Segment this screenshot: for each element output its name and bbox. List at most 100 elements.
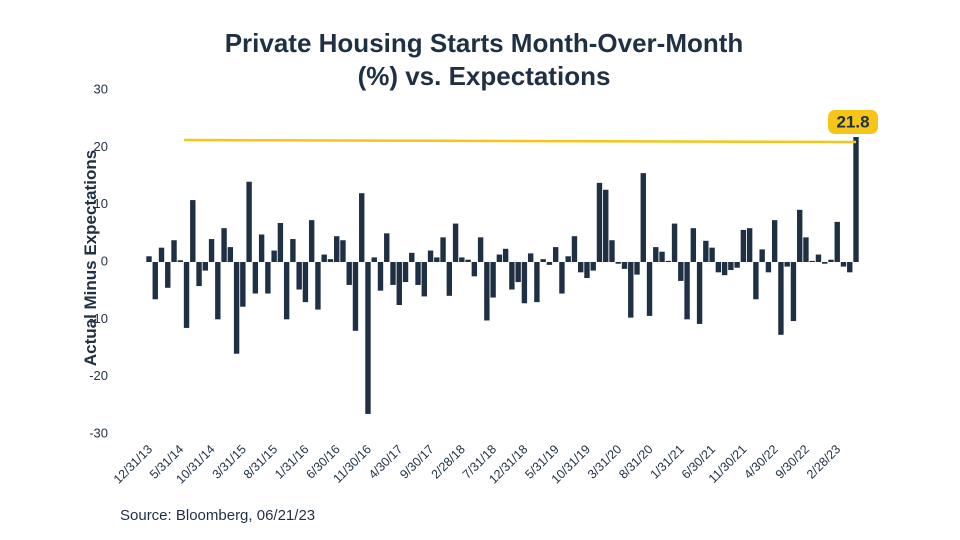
bar <box>653 247 659 262</box>
x-tick-label: 9/30/22 <box>773 442 812 481</box>
bar <box>196 262 202 287</box>
y-tick-label: 0 <box>101 253 108 268</box>
bar <box>484 262 490 321</box>
bar <box>177 260 183 262</box>
bar <box>690 228 697 262</box>
bar <box>771 220 778 262</box>
bar <box>158 247 165 262</box>
bar <box>853 137 859 262</box>
bar <box>215 262 221 320</box>
bar <box>609 240 615 262</box>
bar <box>265 262 271 294</box>
y-tick-label: -10 <box>89 311 108 326</box>
bar <box>834 221 840 262</box>
annotation-badge <box>828 110 878 134</box>
x-tick-label: 4/30/22 <box>741 442 780 481</box>
y-axis-label: Actual Minus Expectations <box>81 150 100 366</box>
bar <box>202 262 209 271</box>
bar <box>434 257 440 262</box>
bar <box>190 200 196 262</box>
bar <box>684 262 690 320</box>
bar <box>371 257 377 262</box>
source: Source: Bloomberg, 06/21/23 <box>120 507 315 524</box>
bar <box>559 262 565 294</box>
bar <box>640 173 646 262</box>
bar <box>246 181 252 262</box>
bar <box>327 259 334 262</box>
bar <box>659 251 665 262</box>
annotation-label: 21.8 <box>836 112 869 131</box>
bar <box>728 262 734 271</box>
bar <box>634 262 640 275</box>
bar <box>346 262 352 285</box>
bar <box>509 262 515 290</box>
bar <box>565 256 571 262</box>
bar <box>415 262 421 285</box>
bar <box>515 262 521 283</box>
bar <box>778 262 784 335</box>
bar <box>540 259 546 262</box>
x-tick-label: 3/31/20 <box>585 442 624 481</box>
bar <box>233 262 240 354</box>
bar <box>709 247 715 262</box>
x-tick-label: 8/31/20 <box>616 442 655 481</box>
x-tick-label: 12/31/13 <box>111 442 155 486</box>
bar <box>496 254 503 262</box>
bar <box>815 254 822 262</box>
x-tick-label: 4/30/17 <box>366 442 405 481</box>
bar <box>290 239 296 262</box>
y-tick-label: -30 <box>89 425 108 440</box>
bar <box>352 262 359 331</box>
y-tick-label: -20 <box>89 368 108 383</box>
bar <box>171 240 177 262</box>
bar <box>258 234 265 262</box>
bar <box>240 262 246 307</box>
bar <box>252 262 259 294</box>
reference-line <box>183 138 857 144</box>
bar <box>584 262 590 279</box>
bar <box>490 262 496 298</box>
bar <box>678 262 684 281</box>
y-tick-label: 30 <box>94 81 108 96</box>
bar <box>283 262 290 320</box>
chart-title: Private Housing Starts Month-Over-Month <box>225 28 744 58</box>
bar <box>571 236 578 262</box>
bar <box>734 262 740 268</box>
bar <box>546 262 553 265</box>
x-tick-label: 8/31/15 <box>241 442 280 481</box>
bar <box>302 262 309 303</box>
chart-title: (%) vs. Expectations <box>358 61 611 91</box>
bar <box>527 253 534 262</box>
bar <box>840 262 847 267</box>
bar <box>534 262 540 303</box>
bar <box>753 262 759 300</box>
bar <box>421 262 427 297</box>
bar <box>765 262 772 273</box>
bar <box>502 248 509 262</box>
y-tick-label: 10 <box>94 196 108 211</box>
bar <box>459 257 465 262</box>
bar <box>452 223 459 262</box>
bar <box>465 259 471 262</box>
bar <box>271 250 277 262</box>
bar <box>603 189 609 262</box>
bar <box>746 228 753 262</box>
bar <box>377 262 384 291</box>
bar <box>208 239 215 262</box>
bar <box>578 262 584 273</box>
bar <box>822 262 828 264</box>
bar <box>646 262 653 316</box>
bar <box>590 262 596 271</box>
x-tick-label: 1/31/16 <box>272 442 311 481</box>
bar <box>390 262 396 285</box>
bar <box>665 260 672 262</box>
bar <box>784 262 790 267</box>
bar <box>828 259 834 262</box>
bar <box>384 233 390 262</box>
bar <box>621 262 628 269</box>
bar <box>440 237 446 262</box>
bar <box>365 262 371 414</box>
bar <box>596 182 603 262</box>
bar <box>359 193 365 262</box>
bar <box>521 262 528 304</box>
